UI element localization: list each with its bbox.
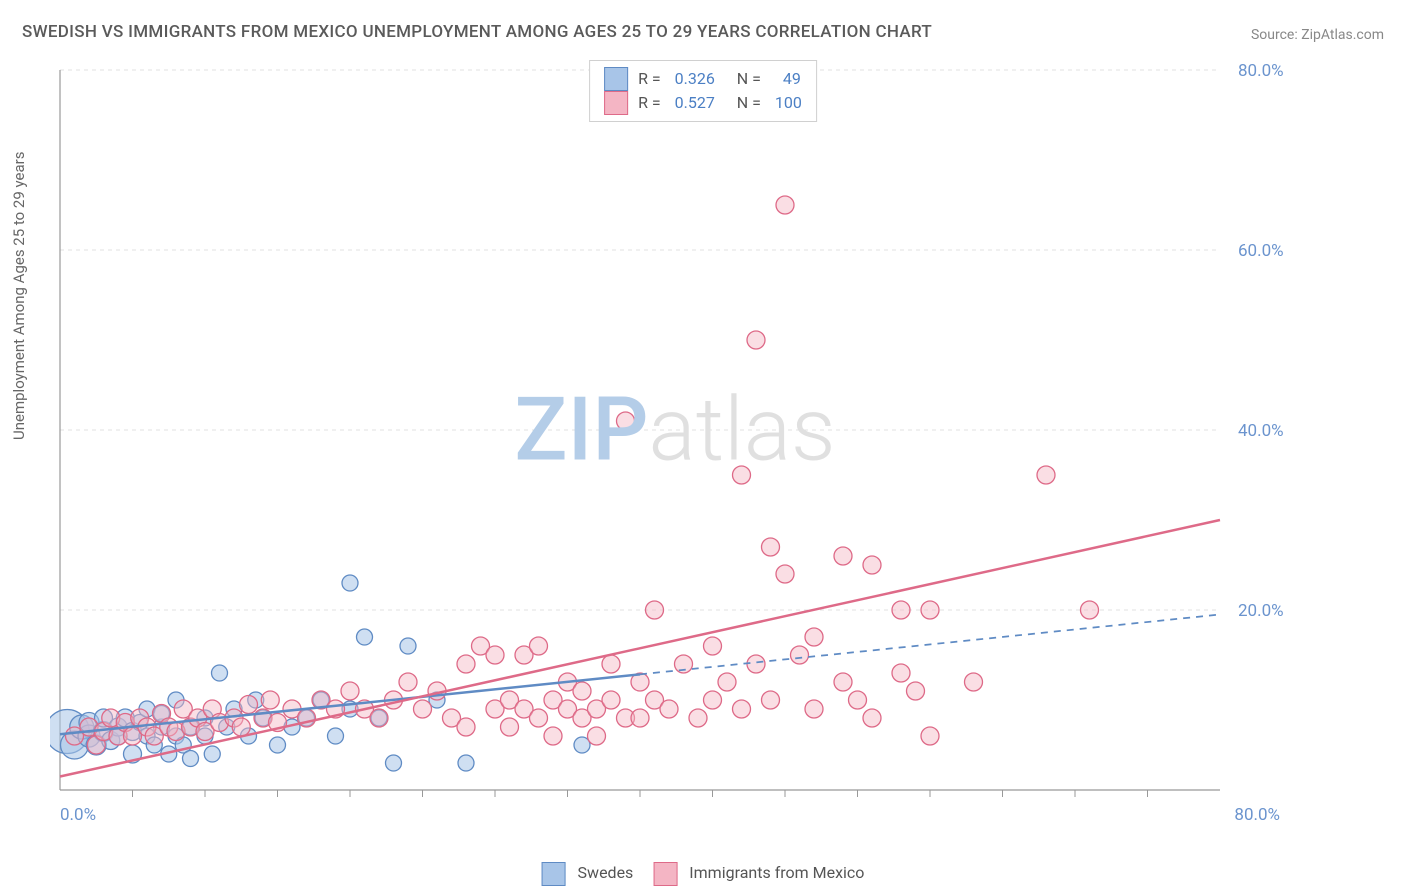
r-value: 0.527	[675, 91, 715, 115]
chart-container: SWEDISH VS IMMIGRANTS FROM MEXICO UNEMPL…	[0, 0, 1406, 892]
r-label: R =	[638, 67, 665, 91]
svg-text:40.0%: 40.0%	[1238, 421, 1284, 441]
svg-text:20.0%: 20.0%	[1238, 601, 1284, 621]
correlation-legend: R = 0.326 N = 49 R = 0.527 N = 100	[589, 60, 817, 122]
legend-item: Immigrants from Mexico	[653, 862, 864, 886]
svg-text:60.0%: 60.0%	[1238, 241, 1284, 261]
legend-swatch	[604, 91, 628, 115]
legend-row: R = 0.527 N = 100	[604, 91, 802, 115]
legend-item: Swedes	[542, 862, 634, 886]
legend-swatch	[604, 67, 628, 91]
svg-text:0.0%: 0.0%	[60, 805, 96, 825]
r-value: 0.326	[675, 67, 715, 91]
scatter-chart: 20.0% 40.0% 60.0% 80.0% 0.0% 80.0%	[50, 60, 1300, 830]
chart-title: SWEDISH VS IMMIGRANTS FROM MEXICO UNEMPL…	[22, 22, 932, 42]
n-label: N =	[725, 67, 765, 91]
legend-label: Immigrants from Mexico	[689, 863, 864, 882]
svg-text:80.0%: 80.0%	[1234, 805, 1280, 825]
r-label: R =	[638, 91, 665, 115]
legend-swatch	[653, 862, 677, 886]
svg-text:80.0%: 80.0%	[1238, 61, 1284, 81]
n-value: 100	[775, 91, 802, 115]
legend-swatch	[542, 862, 566, 886]
n-value: 49	[775, 67, 801, 91]
series-legend: Swedes Immigrants from Mexico	[542, 862, 865, 886]
source-label: Source: ZipAtlas.com	[1251, 27, 1384, 43]
legend-row: R = 0.326 N = 49	[604, 67, 802, 91]
legend-label: Swedes	[578, 863, 634, 882]
n-label: N =	[725, 91, 765, 115]
plot-area: 20.0%40.0%60.0%80.0%0.0%80.0% ZIPatlas	[50, 60, 1300, 830]
y-axis-label: Unemployment Among Ages 25 to 29 years	[10, 152, 28, 440]
